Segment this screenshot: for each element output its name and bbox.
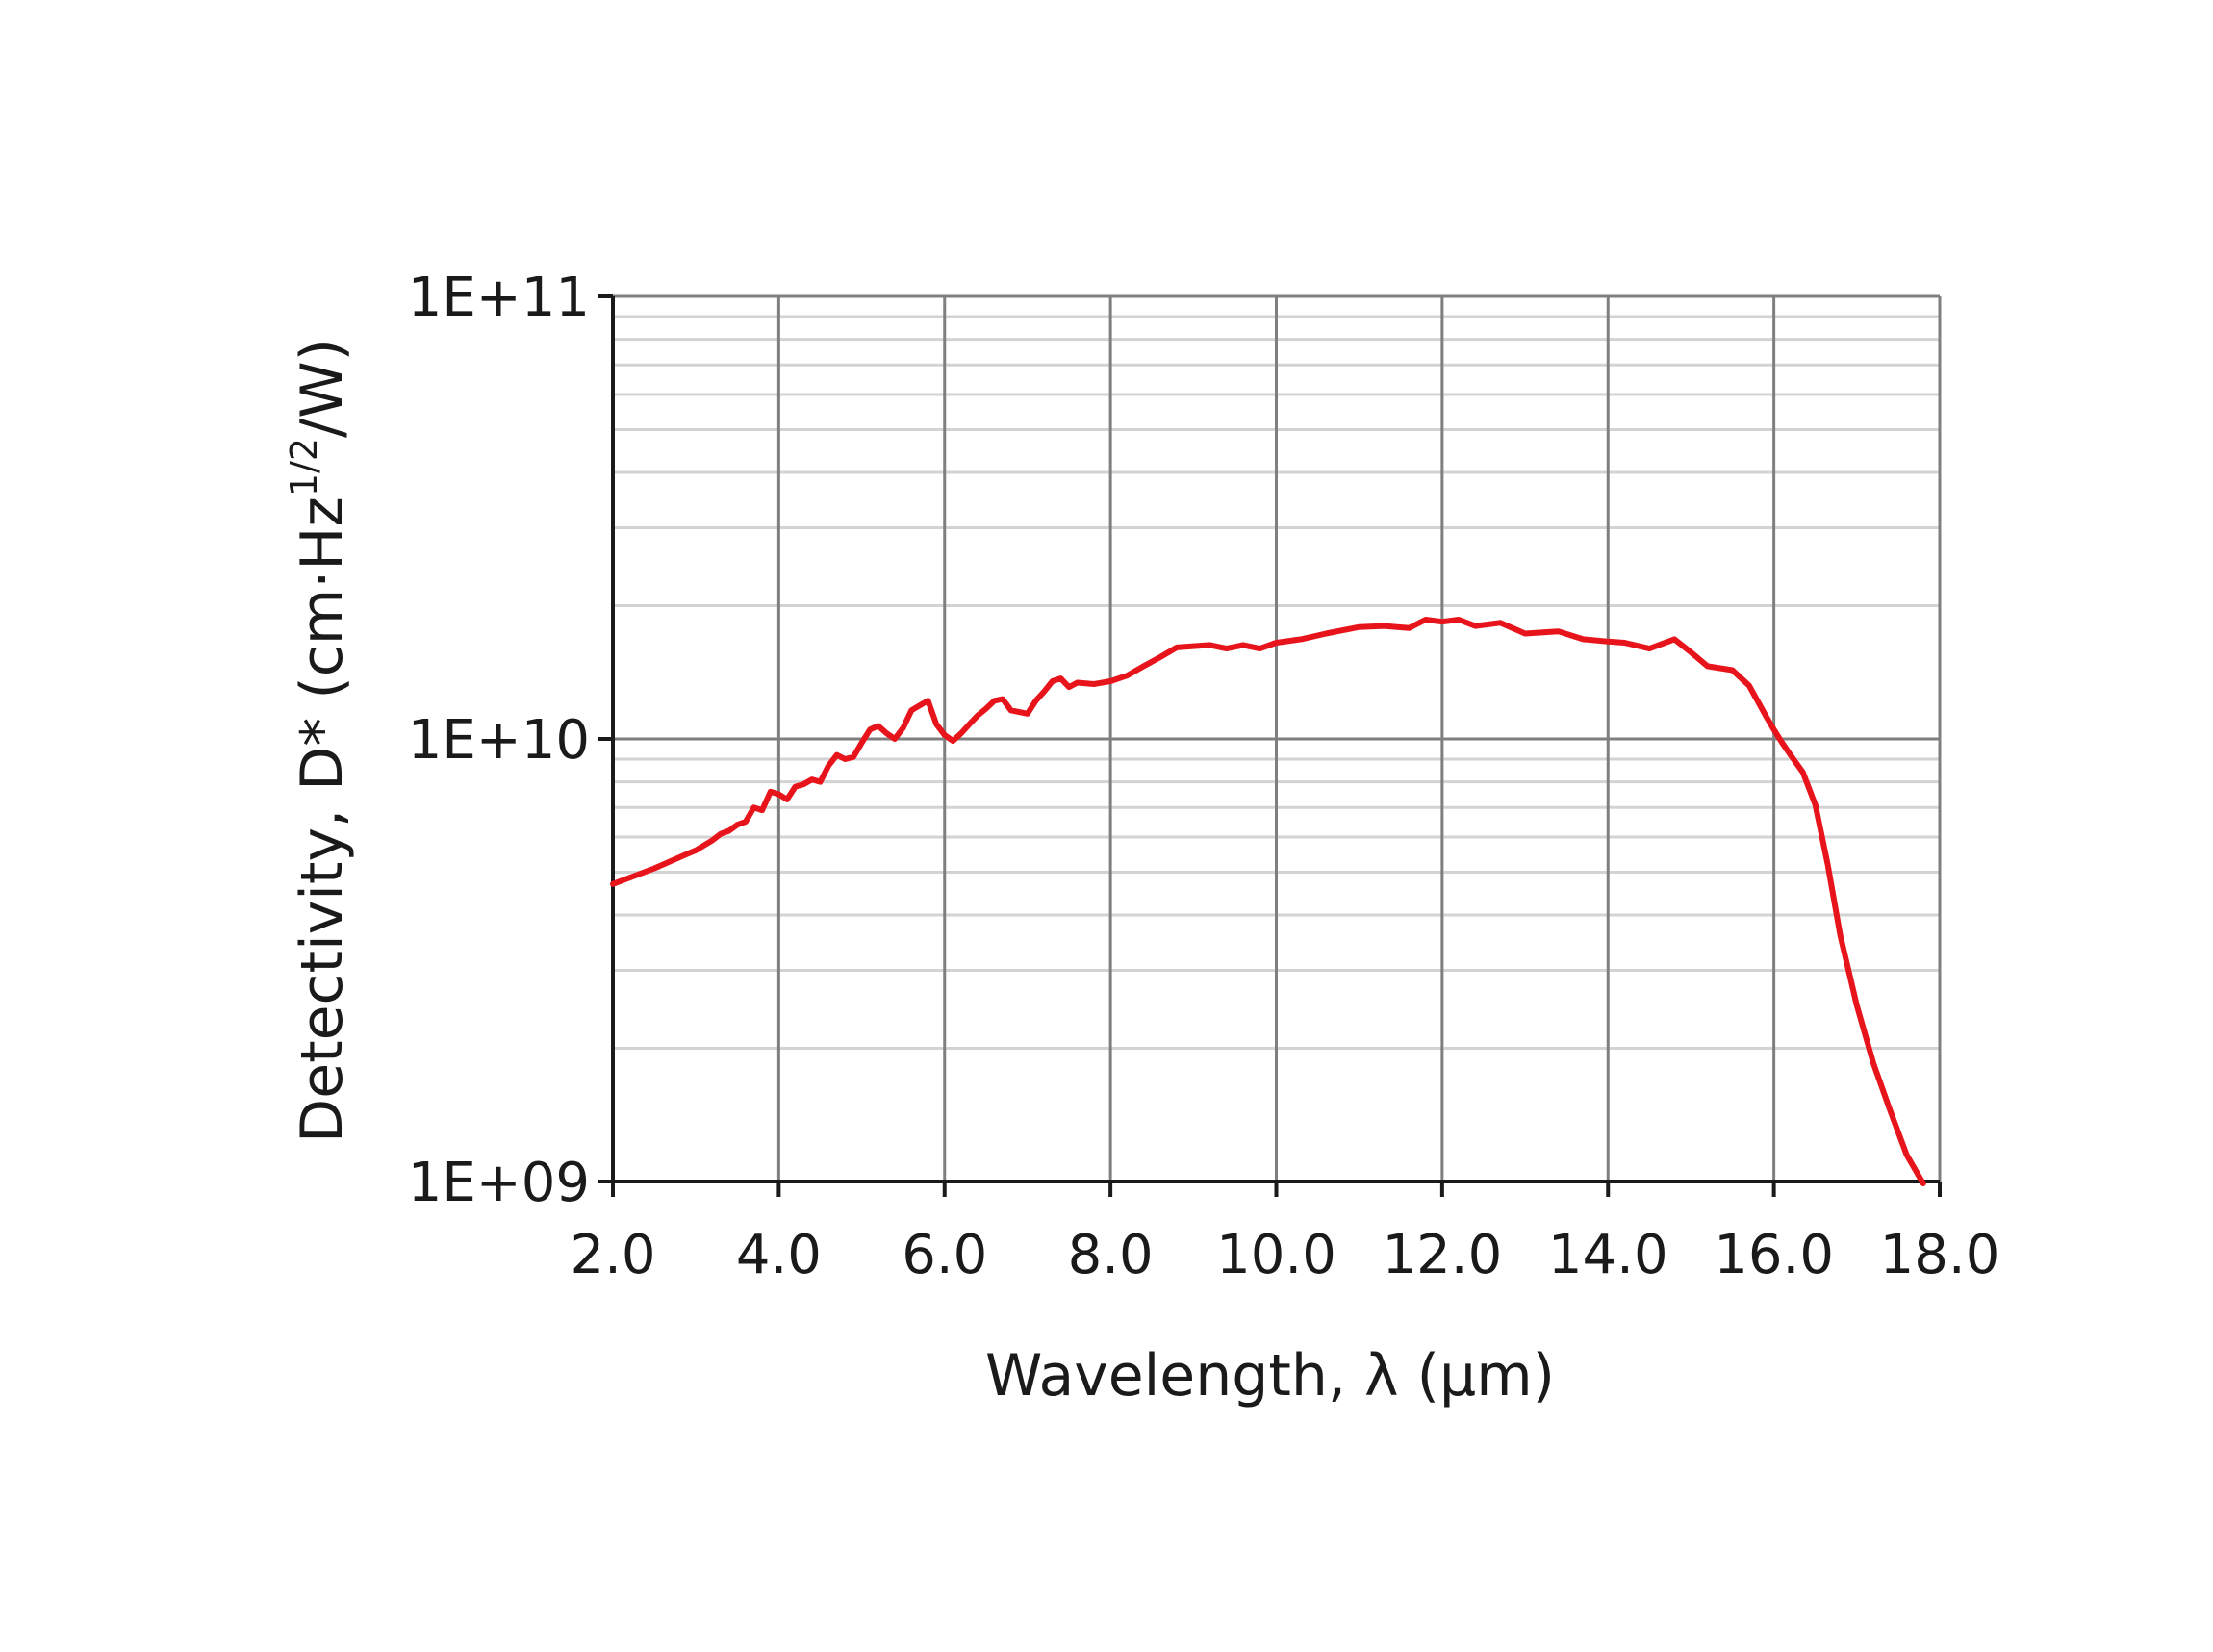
x-tick-label: 10.0	[1216, 1224, 1336, 1286]
y-axis-title-superscript: 1/2	[283, 438, 325, 496]
y-axis-title-main: Detectivity, D* (cm·Hz	[289, 496, 356, 1143]
y-axis-title-tail: /W)	[289, 339, 356, 438]
x-tick-label: 16.0	[1714, 1224, 1834, 1286]
y-tick-label: 1E+09	[408, 1152, 590, 1214]
y-tick-label: 1E+11	[408, 267, 590, 329]
major-grid	[613, 294, 1942, 1182]
x-tick-label: 4.0	[736, 1224, 822, 1286]
y-tick-label: 1E+10	[408, 709, 590, 772]
x-tick-label: 2.0	[570, 1224, 655, 1286]
tick-labels: 2.0 4.0 6.0 8.0 10.0 12.0 14.0 16.0 18.0 1E+09 1E+…	[408, 267, 2000, 1286]
x-tick-label: 12.0	[1383, 1224, 1503, 1286]
x-tick-label: 18.0	[1880, 1224, 2000, 1286]
x-tick-label: 6.0	[902, 1224, 987, 1286]
x-tick-label: 14.0	[1548, 1224, 1668, 1286]
x-axis-title: Wavelength, λ (µm)	[985, 1342, 1555, 1410]
axes	[598, 294, 1942, 1197]
detectivity-series-line	[610, 617, 1926, 1186]
x-tick-label: 8.0	[1068, 1224, 1154, 1286]
y-axis-title: Detectivity, D* (cm·Hz1/2/W)	[283, 339, 356, 1143]
series-layer	[610, 617, 1926, 1186]
